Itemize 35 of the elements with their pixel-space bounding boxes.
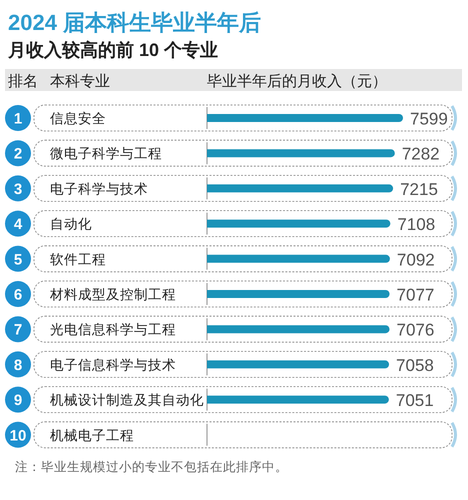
data-label: 7058 bbox=[396, 356, 434, 375]
data-label: 7077 bbox=[396, 286, 434, 304]
data-label: 7108 bbox=[397, 215, 436, 234]
x-axis-title: 毕业半年后的月收入（元） bbox=[207, 73, 387, 90]
category-label: 材料成型及控制工程 bbox=[50, 287, 176, 302]
rank-label: 6 bbox=[14, 286, 22, 304]
data-label: 7599 bbox=[410, 110, 448, 128]
rank-label: 10 bbox=[10, 427, 26, 444]
category-label: 电子信息科学与技术 bbox=[50, 357, 176, 372]
chart-subtitle: 月收入较高的前 10 个专业 bbox=[7, 40, 218, 60]
category-label: 软件工程 bbox=[50, 252, 106, 267]
rank-label: 1 bbox=[14, 110, 22, 128]
rank-label: 5 bbox=[14, 251, 22, 268]
category-label: 自动化 bbox=[50, 216, 92, 232]
category-label: 信息安全 bbox=[50, 111, 106, 126]
data-label: 7051 bbox=[396, 391, 434, 410]
category-label: 机械设计制造及其自动化 bbox=[50, 392, 204, 408]
rank-label: 4 bbox=[14, 216, 22, 234]
category-label: 机械电子工程 bbox=[50, 428, 134, 443]
rank-label: 9 bbox=[14, 392, 22, 410]
y-axis-title: 本科专业 bbox=[50, 73, 110, 90]
rank-label: 7 bbox=[14, 322, 22, 339]
data-label: 7282 bbox=[402, 144, 440, 164]
text: 注：毕业生规模过小的专业不包括在此排序中。 bbox=[15, 459, 288, 474]
rank-label: 8 bbox=[14, 356, 22, 374]
data-label: 7215 bbox=[400, 180, 438, 199]
data-label: 7092 bbox=[396, 250, 435, 270]
category-label: 电子科学与技术 bbox=[50, 181, 148, 196]
rank-label: 3 bbox=[14, 180, 22, 198]
text: 排名 bbox=[8, 73, 38, 90]
rank-label: 2 bbox=[14, 146, 22, 163]
category-label: 微电子科学与工程 bbox=[50, 146, 162, 162]
data-label: 7076 bbox=[396, 320, 434, 340]
chart-title: 2024 届本科生毕业半年后 bbox=[8, 10, 262, 35]
category-label: 光电信息科学与工程 bbox=[50, 322, 176, 338]
